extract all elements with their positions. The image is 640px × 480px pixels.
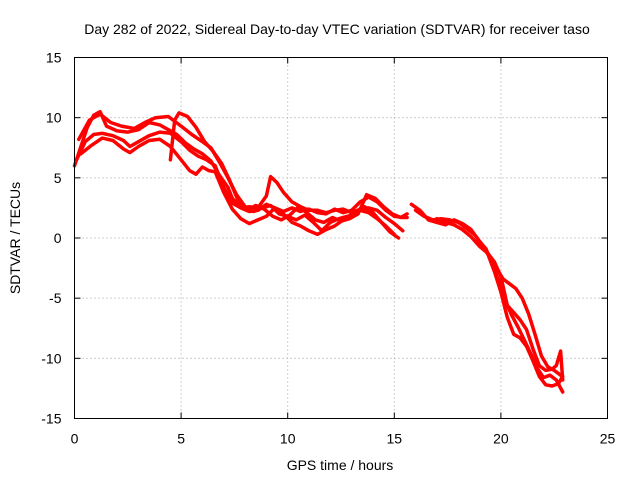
y-tick-label: -5	[49, 290, 62, 306]
y-tick-label: -15	[41, 411, 61, 427]
y-tick-label: 5	[54, 170, 62, 186]
x-axis-label: GPS time / hours	[287, 457, 394, 473]
x-tick-label: 5	[177, 431, 185, 447]
x-tick-label: 0	[71, 431, 79, 447]
y-tick-labels: -15 -10 -5 0 5 10 15	[41, 50, 61, 427]
x-tick-label: 10	[280, 431, 296, 447]
y-tick-label: -10	[41, 350, 61, 366]
y-tick-label: 15	[46, 50, 62, 66]
series-group	[72, 109, 565, 394]
plot-frame	[74, 57, 608, 419]
chart-title: Day 282 of 2022, Sidereal Day-to-day VTE…	[84, 21, 590, 37]
x-tick-label: 20	[493, 431, 509, 447]
y-tick-label: 0	[54, 230, 62, 246]
grid-lines	[74, 57, 608, 419]
x-tick-labels: 0 5 10 15 20 25	[71, 431, 616, 447]
x-tick-label: 15	[387, 431, 403, 447]
y-axis-label: SDTVAR / TECUs	[7, 182, 23, 294]
x-tick-label: 25	[600, 431, 616, 447]
series-line-track-2	[74, 130, 405, 233]
series-line-track-8	[435, 216, 565, 382]
axis-ticks	[74, 57, 608, 419]
series-line-track-9	[494, 266, 563, 377]
series-line-track-7	[413, 208, 565, 388]
y-tick-label: 10	[46, 110, 62, 126]
series-line-track-5	[168, 111, 409, 225]
